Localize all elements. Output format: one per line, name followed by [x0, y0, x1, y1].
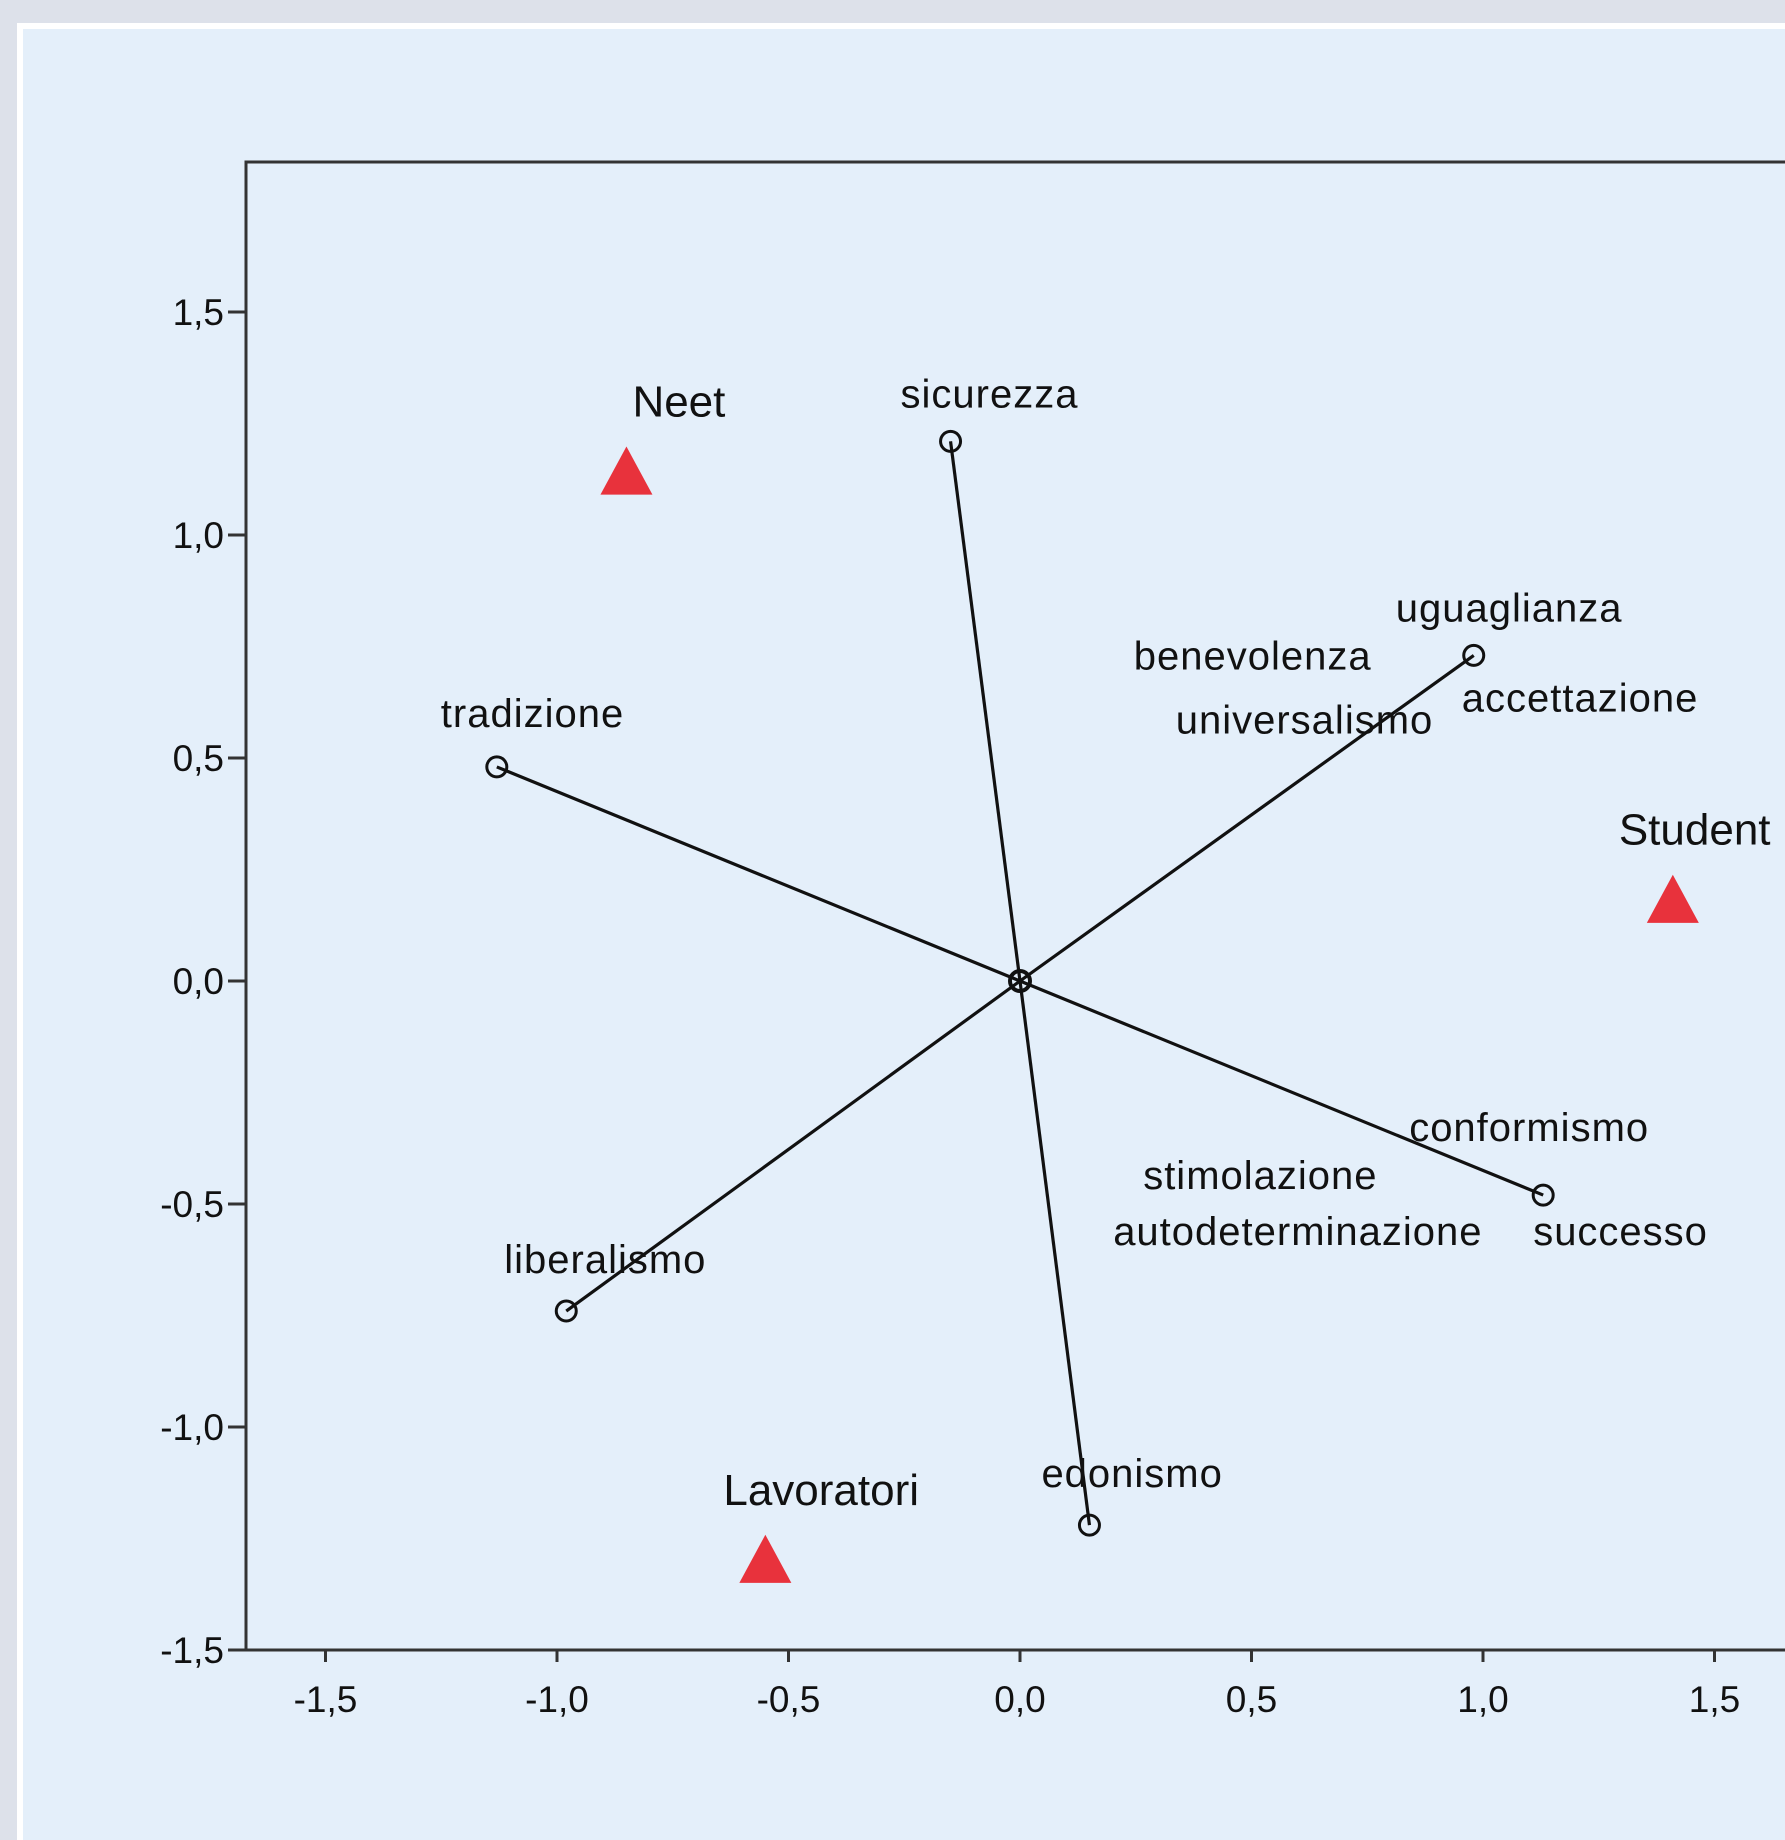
y-axis: -1,5 -1,0 -0,5 0,0 0,5 1,0 1,5: [160, 292, 246, 1671]
x-tick-label: -1,5: [294, 1679, 358, 1720]
vector-line: [948, 441, 1022, 982]
variable-label: tradizione: [441, 692, 624, 736]
vector-line: [565, 979, 1021, 1313]
variable-point: [1531, 1183, 1555, 1207]
x-tick-label: -1,0: [525, 1679, 589, 1720]
variable-label: uguaglianza: [1396, 586, 1623, 630]
group-label: Lavoratori: [723, 1466, 919, 1515]
x-tick-label: -0,5: [757, 1679, 821, 1720]
variable-label: conformismo: [1409, 1106, 1649, 1150]
variable-point: [554, 1299, 578, 1323]
variable-point: [1077, 1513, 1101, 1537]
group-label: Neet: [632, 378, 725, 427]
variable-label: autodeterminazione: [1113, 1210, 1482, 1254]
variable-label: liberalismo: [504, 1238, 706, 1282]
y-tick-label: 0,5: [173, 738, 224, 779]
vector-line: [1019, 979, 1544, 1197]
variable-label: universalismo: [1176, 698, 1434, 742]
vector-line: [1018, 980, 1092, 1526]
group-triangle: [1646, 874, 1699, 923]
variable-point: [939, 429, 963, 453]
y-tick-label: -1,0: [160, 1407, 224, 1448]
y-tick-label: -0,5: [160, 1184, 224, 1225]
group-label: Student: [1619, 806, 1771, 855]
y-tick-label: -1,5: [160, 1630, 224, 1671]
variable-vectors: [485, 429, 1555, 1537]
variable-point: [1462, 643, 1486, 667]
x-tick-label: 0,5: [1226, 1679, 1277, 1720]
variable-label: successo: [1533, 1210, 1708, 1254]
group-triangle: [600, 446, 653, 495]
origin-point: [1008, 969, 1032, 993]
y-tick-label: 0,0: [173, 961, 224, 1002]
variable-point: [485, 755, 509, 779]
y-tick-label: 1,5: [173, 292, 224, 333]
variable-label: benevolenza: [1134, 634, 1372, 678]
variable-label: stimolazione: [1143, 1154, 1377, 1198]
x-tick-label: 1,0: [1457, 1679, 1508, 1720]
vector-line: [1019, 654, 1475, 983]
vector-line: [496, 765, 1021, 983]
x-tick-label: 1,5: [1689, 1679, 1740, 1720]
variable-label: accettazione: [1462, 676, 1699, 720]
group-markers: [600, 446, 1699, 1583]
plot-area: [244, 160, 1785, 1652]
x-tick-label: 0,0: [994, 1679, 1045, 1720]
y-tick-label: 1,0: [173, 515, 224, 556]
point-labels: sicurezza uguaglianza benevolenza universal…: [441, 372, 1771, 1514]
group-triangle: [739, 1534, 792, 1583]
variable-label: edonismo: [1041, 1452, 1222, 1496]
x-axis: -1,5 -1,0 -0,5 0,0 0,5 1,0 1,5: [294, 1650, 1740, 1720]
variable-label: sicurezza: [901, 372, 1079, 416]
